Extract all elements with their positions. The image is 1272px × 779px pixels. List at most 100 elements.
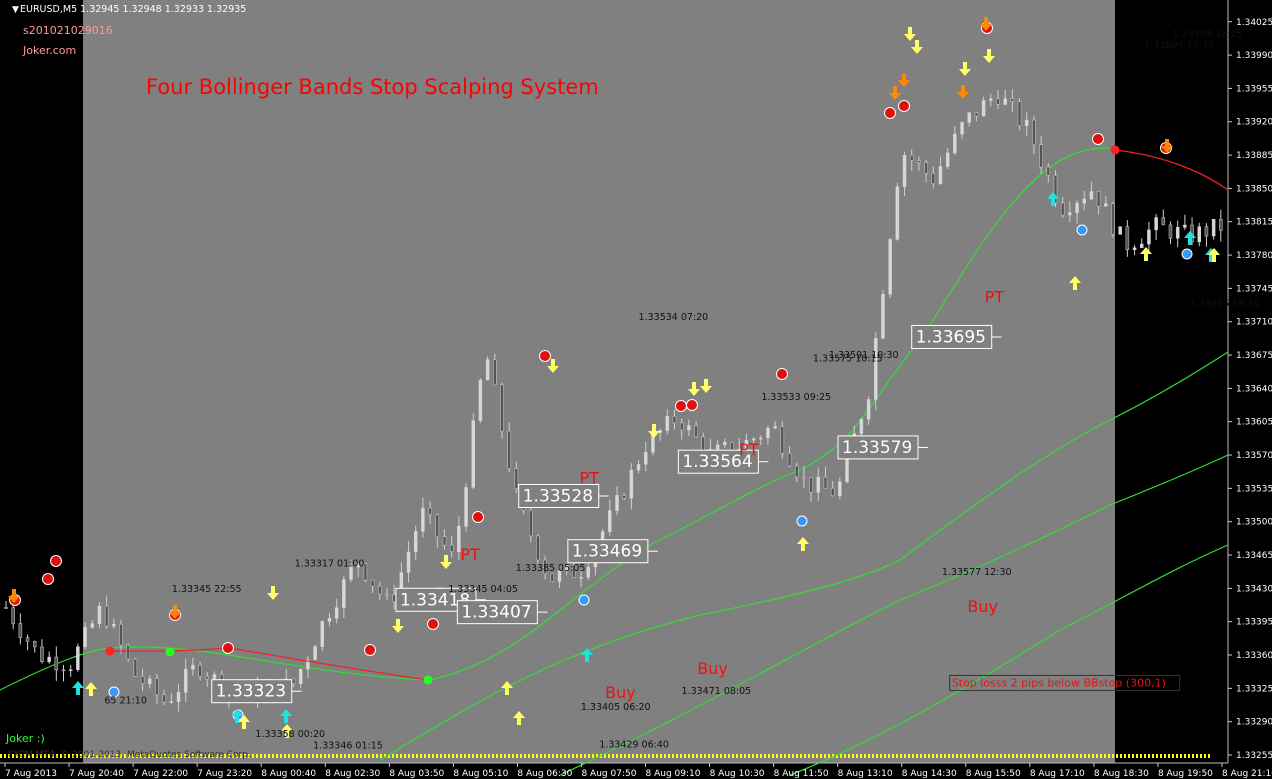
y-tick-label: 1.33430 [1236,584,1272,594]
candle-body [313,646,317,660]
sell-signal-icon [776,368,788,380]
candle-body [564,565,569,572]
buy-arrow-icon [72,681,84,695]
bbstop-dot [1110,145,1120,155]
candle-body [169,701,174,703]
candle-body [794,465,799,478]
price-time-annotation: 1.33577 12:30 [942,567,1012,578]
candle-body [1032,119,1036,146]
price-axis: 1.34025 1.33990 1.33955 1.33920 1.33885 1.338… [1228,18,1272,761]
candle-body [629,469,634,499]
stop-loss-box [949,674,1181,691]
candle-body [306,659,310,670]
candle-body [1132,247,1137,251]
candle-body [866,399,871,420]
candle-body [888,239,892,295]
symbol-header: EURUSD,M5 1.32945 1.32948 1.32933 1.3293… [20,4,246,15]
candle-body [1147,229,1151,245]
y-tick-label: 1.33675 [1236,351,1272,361]
price-time-annotation: 1.33345 22:55 [172,584,242,595]
down-arrow-icon [547,359,559,373]
candle-body [967,112,971,123]
candle-body [1183,224,1187,228]
candle-body [802,476,806,479]
candle-body [133,658,138,677]
candle-body [464,487,468,527]
candle-body [421,507,425,532]
candle-body [298,668,303,685]
sell-signal-icon [1092,133,1104,145]
candle-body [1168,224,1173,239]
candle-body [1010,98,1015,102]
y-tick-label: 1.33570 [1236,451,1272,461]
x-tick-label: 8 Aug 07:50 [581,769,636,779]
down-arrow-icon [700,379,712,393]
price-box-label: 1.33528 [523,486,593,506]
buy-signal-icon [796,515,808,527]
pt-label: PT [739,440,759,459]
sell-signal-icon [427,618,439,630]
candle-body [687,425,691,431]
candle-body [931,173,936,184]
candle-body [485,359,490,381]
price-time-annotation: 1.33346 01:15 [313,740,383,751]
bbstop-layer [105,145,1229,685]
sell-signal-icon [222,642,234,654]
candle-body [370,579,375,587]
candle-body [989,98,993,101]
buy-label: Buy [697,659,728,678]
candle-body [780,426,785,454]
candle-body [119,623,123,646]
candle-body [334,607,339,619]
candle-body [1175,227,1180,239]
candle-body [644,452,648,465]
candle-body [1039,144,1043,168]
price-box-label: 1.33579 [842,438,912,458]
window-dropdown-icon[interactable]: ▼ [12,5,19,15]
buy-label: Buy [967,597,998,616]
candle-body [938,166,943,184]
x-tick-label: 8 Aug 18:30 [1094,769,1149,779]
sell-signal-icon [539,350,551,362]
x-tick-label: 8 Aug 03:50 [389,769,444,779]
y-tick-label: 1.33920 [1236,118,1272,128]
y-tick-label: 1.33850 [1236,184,1272,194]
buy-signal-icon [578,594,590,606]
candle-body [76,646,80,670]
x-tick-label: 7 Aug 2013 [5,769,57,779]
candle-body [1096,191,1101,207]
footer-left-text: Joker :) [5,732,45,745]
candle-body [449,544,454,552]
up-arrow-icon [281,724,293,738]
x-tick-label: 8 Aug 02:30 [325,769,380,779]
candle-body [751,438,756,441]
bbstop-dot [423,675,433,685]
orange-down-arrow-icon [1161,139,1173,153]
x-tick-label: 8 Aug 05:10 [453,769,508,779]
candle-body [198,664,202,677]
stop-loss-note: Stop losss 2 pips below BBstop (300,1) [952,676,1166,689]
candle-body [579,576,583,579]
price-time-annotation: 1.33471 08:05 [682,686,752,697]
down-arrow-icon [392,619,404,633]
candle-body [126,644,130,660]
y-tick-label: 1.33500 [1236,518,1272,528]
candle-body [974,112,979,117]
buy-label: Buy [605,683,636,702]
candle-body [47,656,51,662]
bollinger-band-line [559,454,1229,776]
candle-body [838,481,842,497]
up-arrow-icon [501,681,513,695]
y-tick-label: 1.33990 [1236,51,1272,61]
y-tick-label: 1.33640 [1236,384,1272,394]
candle-body [356,563,360,568]
buy-arrow-icon [1047,192,1059,206]
price-time-annotation: 1.33908 16:25 [1173,29,1243,40]
candle-body [608,510,612,532]
candle-body [1046,166,1051,176]
x-tick-label: 7 Aug 23:20 [197,769,252,779]
bollinger-band-line [789,544,1229,776]
orange-down-arrow-icon [889,86,901,100]
candles-layer [4,89,1223,712]
